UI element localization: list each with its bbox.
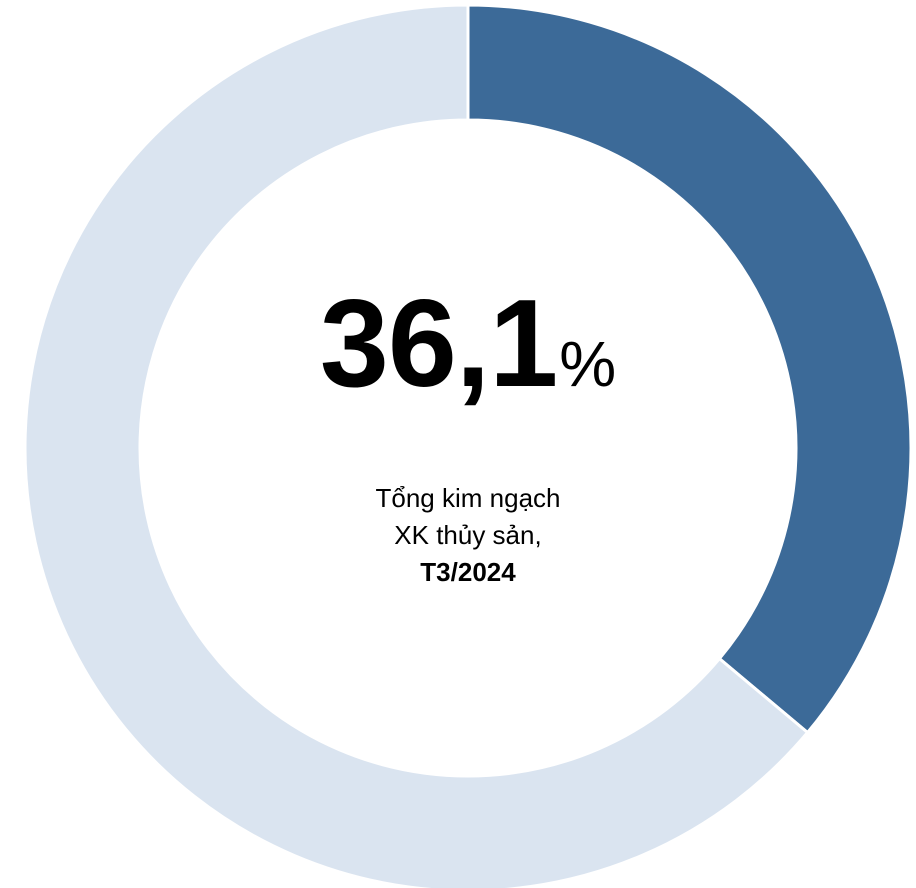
center-value-number: 36,1 bbox=[319, 275, 558, 413]
donut-slice-2 bbox=[23, 3, 810, 888]
center-value-unit: % bbox=[559, 328, 617, 400]
center-caption: Tổng kim ngạch XK thủy sản, T3/2024 bbox=[268, 480, 668, 591]
center-value: 36,1% bbox=[268, 282, 668, 406]
caption-line-2: XK thủy sản, bbox=[394, 520, 542, 550]
caption-line-1: Tổng kim ngạch bbox=[375, 483, 561, 513]
donut-slice-1 bbox=[466, 3, 913, 735]
caption-line-3: T3/2024 bbox=[420, 557, 516, 587]
